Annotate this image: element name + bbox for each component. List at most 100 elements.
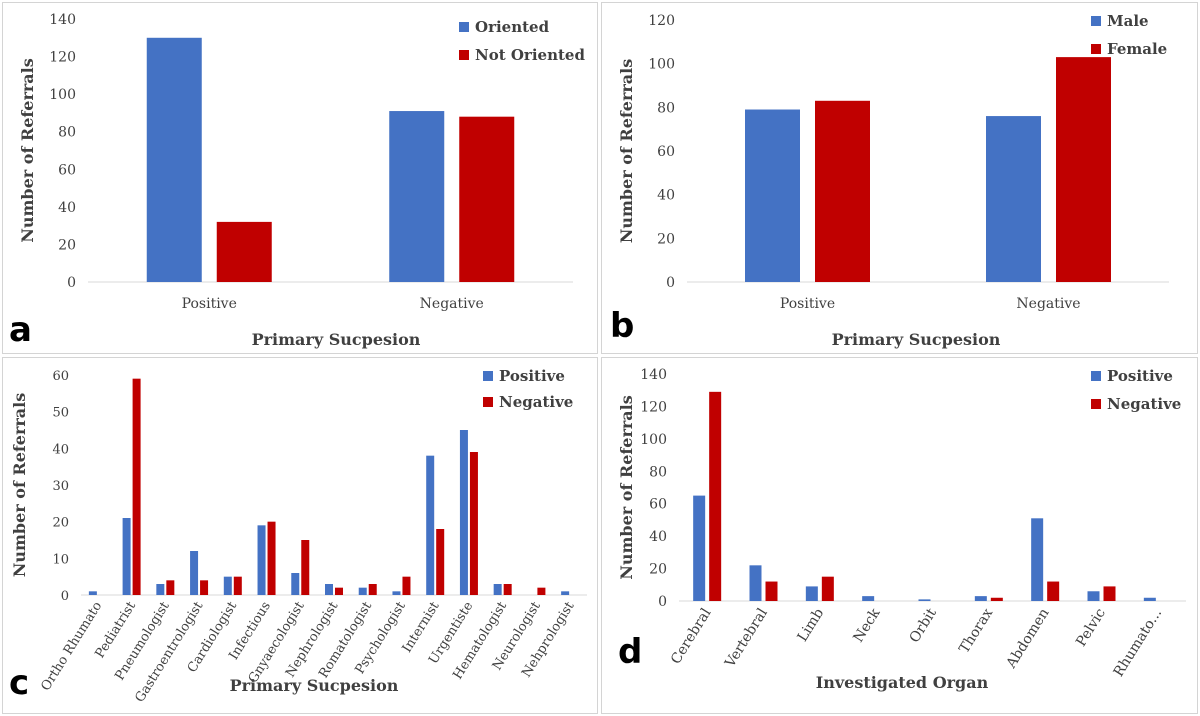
x-tick-label: Ortho Rhumato — [38, 599, 105, 694]
x-tick-label: Negative — [1016, 296, 1080, 312]
y-axis-title: Number of Referrals — [10, 393, 29, 578]
x-tick-label: Pelvic — [1073, 606, 1109, 650]
chart-panel-a: 0 20 40 60 80 100 120 140 Positive Negative Primar… — [2, 2, 598, 354]
bar-d-s2-7 — [1103, 586, 1116, 601]
panel-letter: d — [618, 632, 642, 672]
y-tick-label: 30 — [52, 479, 69, 494]
legend-swatch — [459, 22, 469, 32]
y-tick-label: 20 — [657, 231, 675, 247]
panel-letter: c — [9, 663, 29, 703]
y-tick-label: 0 — [658, 594, 667, 610]
y-axis-title: Number of Referrals — [617, 59, 636, 244]
bar-c-s1-9 — [392, 591, 401, 595]
bar-c-s1-1 — [122, 518, 131, 595]
bar-d-s1-0 — [693, 495, 706, 601]
bar-c-s1-2 — [156, 584, 165, 595]
bar-c-s2-13 — [537, 587, 546, 595]
chart-panel-b: 0 20 40 60 80 100 120 Positive Negative Primary S… — [601, 2, 1198, 354]
chart-d-svg: 0 20 40 60 80 100 120 140 Cerebral Vertebral Limb N… — [617, 367, 1186, 692]
legend-label: Male — [1107, 12, 1149, 30]
bar-c-s1-14 — [561, 591, 570, 595]
y-tick-label: 80 — [649, 464, 667, 480]
bar-c-s2-1 — [132, 378, 141, 595]
legend-swatch — [1091, 371, 1101, 381]
y-axis-title: Number of Referrals — [18, 58, 37, 243]
bar-b-s2-0 — [815, 100, 870, 283]
bar-b-s2-1 — [1056, 57, 1111, 282]
bar-c-s2-4 — [233, 576, 242, 595]
y-tick-label: 120 — [640, 399, 667, 415]
bar-c-s1-7 — [325, 584, 333, 595]
bar-c-s1-5 — [257, 525, 266, 595]
y-tick-label: 140 — [49, 12, 76, 28]
y-tick-label: 120 — [648, 13, 675, 29]
x-axis-title: Primary Sucpesion — [252, 330, 421, 349]
bar-c-s1-3 — [190, 551, 199, 595]
y-tick-label: 40 — [649, 529, 667, 545]
x-tick-label: Orbit — [907, 605, 940, 645]
bar-c-s1-0 — [88, 591, 97, 595]
y-tick-label: 50 — [52, 406, 69, 421]
x-tick-label: Vertebral — [722, 605, 771, 671]
x-tick-label: Neck — [850, 605, 883, 645]
x-tick-label: Negative — [420, 296, 484, 312]
bar-d-s1-7 — [1087, 591, 1100, 601]
y-tick-label: 80 — [58, 125, 76, 141]
legend-swatch — [1091, 399, 1101, 409]
bar-b-s1-0 — [745, 109, 800, 283]
x-axis-title: Investigated Organ — [816, 673, 989, 692]
bar-a-s2-0 — [216, 221, 272, 282]
y-tick-label: 140 — [640, 367, 667, 383]
bar-d-s2-2 — [821, 576, 834, 601]
x-tick-label: Thorax — [956, 606, 996, 657]
legend-label: Female — [1107, 40, 1167, 58]
x-tick-label: Rhumato... — [1111, 606, 1166, 680]
legend-swatch — [1091, 44, 1101, 54]
bar-c-s2-6 — [301, 540, 310, 595]
y-tick-label: 40 — [52, 442, 69, 457]
legend-label: Not Oriented — [475, 46, 585, 64]
y-tick-label: 20 — [52, 516, 69, 531]
y-tick-label: 60 — [52, 369, 69, 384]
bar-c-s1-4 — [223, 576, 232, 595]
legend-label: Positive — [1107, 367, 1173, 385]
bar-d-s1-1 — [749, 565, 762, 601]
y-tick-label: 0 — [61, 589, 69, 604]
bar-d-s1-4 — [918, 599, 931, 601]
x-tick-label: Limb — [795, 606, 828, 645]
y-tick-label: 20 — [649, 562, 667, 578]
legend-swatch — [483, 371, 493, 381]
y-tick-label: 60 — [58, 162, 76, 178]
bar-c-s1-6 — [291, 573, 300, 595]
legend-label: Oriented — [475, 18, 550, 36]
bar-b-s1-1 — [986, 116, 1041, 282]
y-tick-label: 100 — [648, 57, 675, 73]
bar-d-s1-3 — [862, 596, 875, 601]
bar-c-s2-7 — [335, 587, 343, 595]
bar-c-s1-10 — [426, 455, 435, 595]
legend-label: Positive — [499, 367, 565, 385]
legend-swatch — [459, 50, 469, 60]
bar-c-s2-9 — [402, 576, 411, 595]
y-tick-label: 60 — [657, 144, 675, 160]
y-tick-label: 0 — [67, 275, 76, 291]
chart-panel-c: 0 10 20 30 40 50 60 Ortho Rhumato Pediatrist Pneu… — [2, 357, 598, 714]
x-axis-title: Primary Sucpesion — [230, 676, 399, 695]
panel-letter: b — [610, 306, 634, 346]
y-tick-label: 100 — [640, 432, 667, 448]
x-tick-label: Positive — [780, 296, 835, 312]
bar-d-s2-5 — [990, 597, 1003, 601]
x-tick-label: Cerebral — [668, 605, 715, 667]
bar-d-s1-6 — [1031, 518, 1044, 601]
y-tick-label: 80 — [657, 100, 675, 116]
bar-c-s2-12 — [503, 584, 512, 595]
legend-swatch — [483, 397, 493, 407]
bar-d-s2-6 — [1047, 581, 1060, 601]
legend-label: Negative — [499, 393, 573, 411]
bar-c-s1-8 — [358, 587, 367, 595]
x-tick-label: Abdomen — [1003, 606, 1053, 672]
panel-letter: a — [9, 310, 32, 350]
y-axis-title: Number of Referrals — [617, 395, 636, 580]
bar-c-s2-2 — [166, 580, 175, 595]
legend-swatch — [1091, 16, 1101, 26]
